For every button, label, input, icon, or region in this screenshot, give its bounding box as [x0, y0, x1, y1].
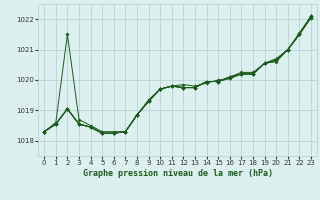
- X-axis label: Graphe pression niveau de la mer (hPa): Graphe pression niveau de la mer (hPa): [83, 169, 273, 178]
